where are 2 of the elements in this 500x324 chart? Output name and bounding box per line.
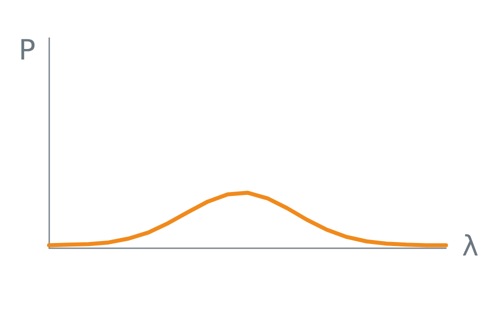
y-axis-title: P [18, 33, 36, 66]
x-axis-title: λ [462, 229, 479, 262]
